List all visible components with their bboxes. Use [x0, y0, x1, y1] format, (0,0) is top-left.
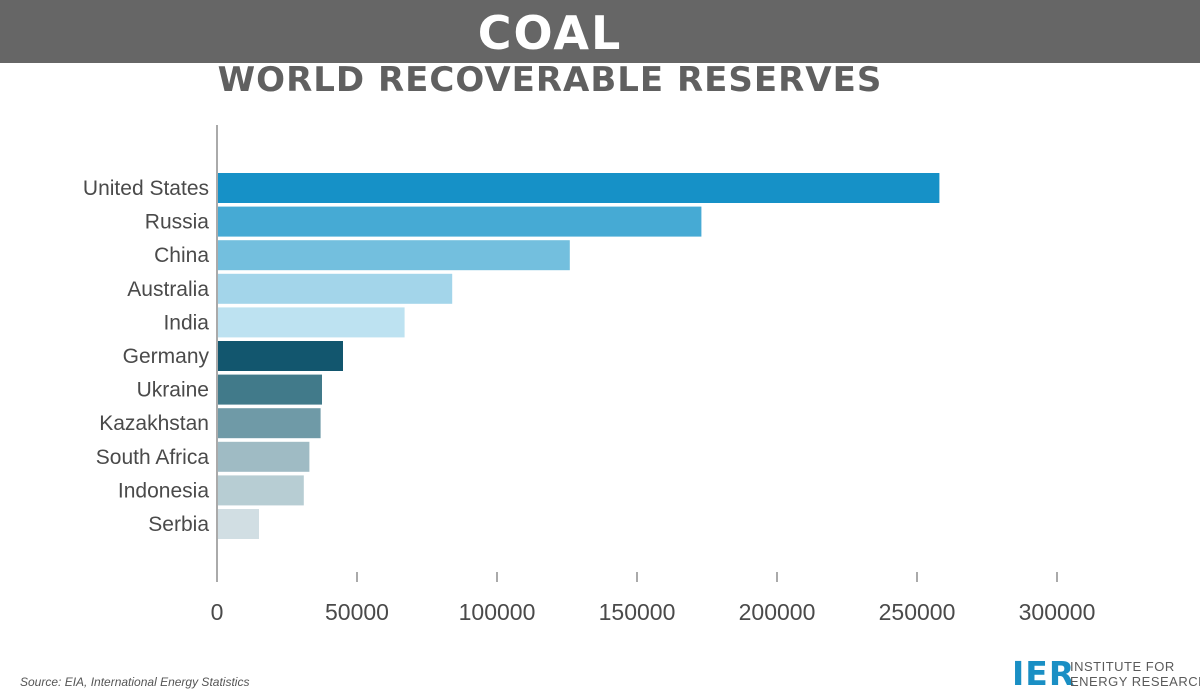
x-tick-label: 0 — [211, 599, 224, 625]
chart-subtitle: WORLD RECOVERABLE RESERVES — [217, 60, 883, 100]
logo-line-1: INSTITUTE FOR — [1070, 659, 1175, 674]
category-label: South Africa — [96, 446, 210, 469]
x-tick-label: 200000 — [739, 599, 816, 625]
category-label: Ukraine — [137, 379, 209, 402]
x-tick-label: 250000 — [879, 599, 956, 625]
bar-india — [218, 307, 405, 338]
x-tick-label: 100000 — [459, 599, 536, 625]
category-label: Australia — [127, 278, 209, 301]
bar-ukraine — [218, 374, 322, 405]
category-labels: United States Russia China Australia India Ge… — [83, 177, 210, 536]
chart-title: COAL — [477, 6, 623, 60]
source-note: Source: EIA, International Energy Statis… — [20, 675, 250, 689]
category-label: Russia — [145, 211, 210, 234]
x-tick-label: 150000 — [599, 599, 676, 625]
category-label: Serbia — [148, 513, 209, 536]
category-label: Indonesia — [118, 479, 209, 502]
category-label: Germany — [123, 345, 210, 368]
x-tick-label: 300000 — [1019, 599, 1096, 625]
bar-serbia — [218, 509, 259, 539]
bars-group — [218, 173, 940, 539]
bar-indonesia — [218, 475, 304, 506]
bar-china — [218, 240, 570, 271]
bar-russia — [218, 206, 702, 237]
header-band — [0, 0, 1200, 63]
bar-germany — [218, 341, 343, 371]
category-label: China — [154, 244, 209, 267]
category-label: Kazakhstan — [99, 412, 209, 435]
x-tick-label: 50000 — [325, 599, 389, 625]
logo-mark: IER — [1012, 654, 1076, 693]
bar-australia — [218, 273, 453, 304]
category-label: United States — [83, 177, 209, 200]
category-label: India — [163, 311, 209, 334]
x-axis-ticks: 0 50000 100000 150000 200000 250000 300000 — [211, 572, 1096, 625]
bar-kazakhstan — [218, 408, 321, 439]
logo-line-2: ENERGY RESEARCH — [1070, 674, 1200, 689]
bar-united-states — [218, 173, 940, 203]
bar-south-africa — [218, 441, 310, 472]
